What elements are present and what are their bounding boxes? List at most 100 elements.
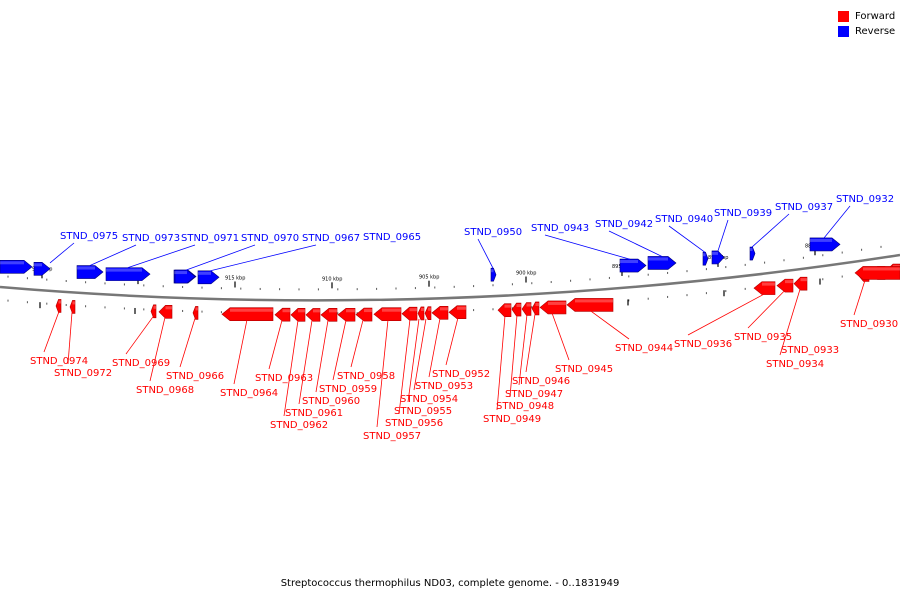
gene-highlight (329, 309, 337, 313)
gene-label-STND_0974: STND_0974 (30, 356, 88, 367)
gene-feature-STND_0974 (55, 299, 62, 313)
gene-highlight (575, 299, 613, 303)
gene-highlight (346, 309, 355, 313)
leader-line-STND_0960 (315, 320, 329, 393)
gene-highlight (382, 308, 401, 312)
leader-line-STND_0937 (751, 213, 790, 248)
tick-label: 915 kbp (225, 275, 245, 281)
label-leader-lines (43, 205, 866, 428)
gene-highlight (863, 267, 900, 271)
gene-highlight (230, 308, 273, 312)
gene-highlight (703, 253, 706, 257)
gene-highlight (298, 309, 305, 313)
gene-feature-STND_0954 (424, 306, 432, 321)
leader-line-STND_0953 (428, 318, 441, 378)
leader-line-STND_0954 (413, 318, 427, 391)
legend: Forward Reverse (838, 9, 895, 39)
gene-feature-STND_0943 (619, 258, 647, 273)
gene-highlight (106, 268, 142, 272)
reverse-swatch (838, 26, 849, 37)
gene-label-STND_0950: STND_0950 (464, 227, 522, 238)
gene-label-STND_0956: STND_0956 (385, 418, 443, 429)
gene-label-STND_0960: STND_0960 (302, 396, 360, 407)
gene-highlight (77, 266, 95, 270)
leader-line-STND_0972 (67, 312, 73, 365)
gene-feature-STND_0944 (566, 298, 614, 312)
gene-highlight (535, 302, 539, 306)
gene-highlight (198, 271, 211, 275)
gene-label-STND_0937: STND_0937 (775, 202, 833, 213)
leader-line-STND_0966 (179, 318, 196, 368)
gene-label-STND_0972: STND_0972 (54, 368, 112, 379)
gene-label-STND_0957: STND_0957 (363, 431, 421, 442)
tick-label: 910 kbp (322, 276, 342, 282)
gene-highlight (72, 301, 75, 305)
leader-line-STND_0963 (268, 320, 283, 370)
gene-label-STND_0936: STND_0936 (674, 339, 732, 350)
gene-label-STND_0944: STND_0944 (615, 343, 673, 354)
leader-line-STND_0956 (398, 319, 411, 415)
leader-line-STND_0962 (283, 320, 299, 417)
gene-label-STND_0966: STND_0966 (166, 371, 224, 382)
gene-highlight (153, 305, 156, 309)
gene-label-STND_0947: STND_0947 (505, 389, 563, 400)
gene-feature-STND_0969 (150, 304, 157, 319)
tick-label: 900 kbp (516, 271, 536, 277)
gene-feature-STND_0947 (521, 302, 532, 316)
legend-item-reverse: Reverse (838, 24, 895, 39)
gene-highlight (409, 308, 417, 312)
gene-highlight (313, 309, 320, 313)
gene-feature-STND_0959 (337, 307, 356, 322)
leader-line-STND_0974 (43, 311, 60, 353)
leader-line-STND_0935 (747, 290, 785, 329)
leader-line-STND_0975 (49, 242, 75, 264)
gene-feature-STND_0964 (221, 307, 274, 322)
gene-highlight (165, 306, 172, 310)
gene-label-STND_0965: STND_0965 (363, 232, 421, 243)
leader-line-STND_0968 (149, 317, 166, 382)
genome-backbone (0, 253, 900, 302)
gene-highlight (504, 304, 511, 308)
gene-feature-STND_0975 (0, 260, 33, 274)
gene-label-STND_0963: STND_0963 (255, 373, 313, 384)
leader-line-STND_0959 (332, 320, 347, 381)
gene-label-STND_0973: STND_0973 (122, 233, 180, 244)
gene-feature-STND_0936 (753, 281, 776, 295)
gene-label-STND_0971: STND_0971 (181, 233, 239, 244)
leader-line-STND_0971 (127, 244, 196, 269)
leader-line-STND_0949 (496, 315, 506, 411)
leader-line-STND_0930 (853, 280, 866, 316)
gene-label-STND_0952: STND_0952 (432, 369, 490, 380)
gene-feature-STND_0958 (355, 307, 373, 322)
gene-label-STND_0942: STND_0942 (595, 219, 653, 230)
gene-feature-STND_0953 (431, 306, 449, 320)
gene-feature-STND_0971 (105, 267, 151, 281)
gene-label-STND_0958: STND_0958 (337, 371, 395, 382)
leader-line-STND_0948 (509, 314, 518, 398)
legend-item-forward: Forward (838, 9, 895, 24)
gene-feature-STND_0952 (448, 305, 467, 320)
gene-label-STND_0945: STND_0945 (555, 364, 613, 375)
leader-line-STND_0950 (477, 238, 494, 269)
leader-line-STND_0936 (687, 293, 766, 336)
forward-swatch (838, 11, 849, 22)
leader-line-STND_0955 (407, 318, 420, 403)
gene-feature-STND_0966 (192, 306, 199, 320)
gene-highlight (516, 304, 521, 308)
gene-label-STND_0955: STND_0955 (394, 406, 452, 417)
gene-feature-STND_0961 (305, 308, 321, 322)
gene-highlight (457, 306, 466, 310)
leader-line-STND_0939 (717, 219, 729, 252)
gene-label-STND_0949: STND_0949 (483, 414, 541, 425)
leader-line-STND_0940 (668, 225, 706, 253)
gene-feature-STND_0968 (158, 305, 173, 319)
gene-label-STND_0970: STND_0970 (241, 233, 299, 244)
gene-feature-STND_0962 (290, 308, 306, 322)
gene-feature-STND_0948 (511, 302, 522, 317)
leader-line-STND_0967 (209, 244, 317, 272)
gene-feature-STND_0942 (647, 256, 677, 270)
gene-feature-STND_0940 (702, 251, 709, 266)
leader-line-STND_0952 (445, 317, 459, 366)
gene-feature-STND_0949 (497, 303, 512, 317)
gene-feature-extra-0 (33, 262, 51, 276)
